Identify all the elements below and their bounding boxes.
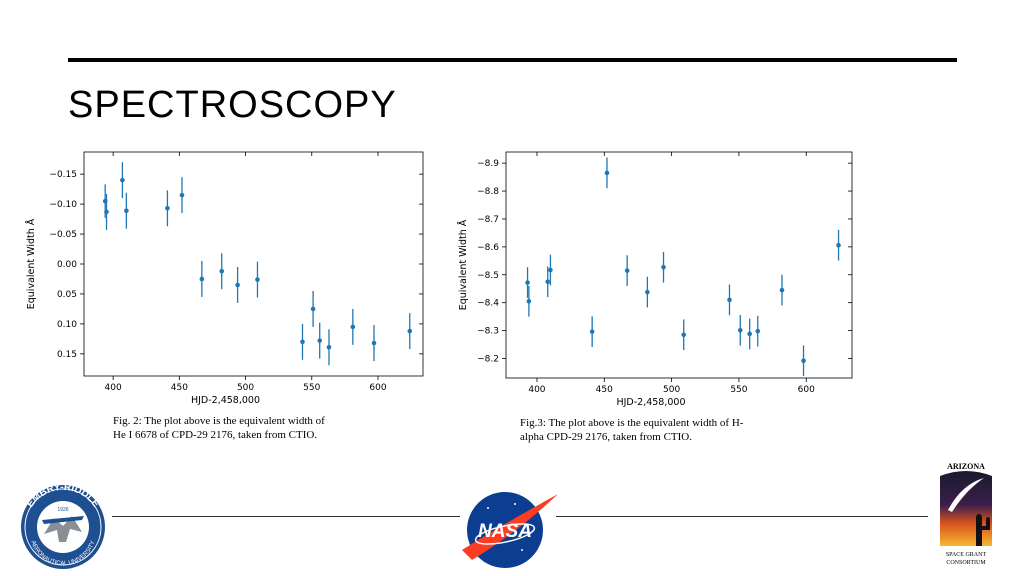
- data-point: [755, 328, 761, 334]
- y-axis-label: Equivalent Width Å: [457, 219, 469, 310]
- y-tick-label: −0.15: [49, 170, 77, 180]
- title-rule: [68, 58, 957, 62]
- data-point: [350, 324, 356, 330]
- y-tick-label: −8.6: [477, 243, 499, 253]
- data-point: [120, 177, 125, 183]
- x-tick-label: 550: [730, 385, 747, 395]
- data-point: [727, 297, 732, 303]
- data-point: [525, 280, 530, 285]
- y-tick-label: −8.8: [477, 187, 499, 197]
- slide-title: SPECTROSCOPY: [68, 84, 397, 126]
- arizona-top-text: ARIZONA: [947, 462, 985, 471]
- data-point: [300, 339, 305, 345]
- data-point: [235, 282, 240, 288]
- y-tick-label: −8.7: [477, 215, 499, 225]
- x-axis-label: HJD-2,458,000: [191, 395, 260, 406]
- y-tick-label: −8.4: [477, 299, 499, 309]
- x-tick-label: 450: [171, 383, 188, 393]
- data-point: [371, 340, 377, 346]
- x-tick-label: 600: [798, 385, 815, 395]
- x-tick-label: 450: [596, 385, 613, 395]
- x-tick-label: 550: [303, 383, 320, 393]
- y-tick-label: −8.5: [477, 271, 499, 281]
- data-point: [801, 358, 806, 364]
- data-point: [661, 264, 666, 270]
- data-point: [165, 205, 170, 211]
- data-point: [219, 268, 225, 274]
- h-alpha-equivalent-width-chart: 400 450 500 550 600 −8.9 −8.8 −8.7 −8.6 −8.5 −8.4 −…: [457, 151, 853, 408]
- data-point: [179, 192, 185, 198]
- x-tick-label: 400: [528, 385, 545, 395]
- cactus-icon: [976, 514, 990, 546]
- x-tick-label: 400: [105, 383, 122, 393]
- y-tick-label: −8.9: [477, 159, 499, 169]
- plot-frame: [505, 151, 853, 379]
- data-point: [199, 276, 205, 282]
- y-tick-label: −0.05: [49, 230, 77, 240]
- embry-riddle-logo: EMBRY-RIDDLE AERONAUTICAL UNIVERSITY 192…: [21, 482, 105, 569]
- figure-2-caption: Fig. 2: The plot above is the equivalent…: [113, 415, 325, 441]
- he-i-equivalent-width-chart: 400 450 500 550 600 −0.15 −0.10 −0.05 0.00 0.05 0.…: [25, 151, 424, 406]
- data-point: [624, 268, 630, 273]
- nasa-wordmark: NASA: [478, 521, 532, 542]
- y-tick-label: 0.10: [57, 320, 77, 330]
- arizona-space-grant-logo: ARIZONA SPACE GRANT CONSORTIUM: [940, 462, 992, 566]
- y-tick-label: 0.05: [57, 290, 77, 300]
- data-point: [548, 267, 553, 273]
- data-point: [747, 331, 752, 337]
- y-axis-label: Equivalent Width Å: [25, 218, 37, 309]
- data-point: [737, 327, 743, 333]
- data-point: [589, 329, 595, 334]
- data-point: [779, 287, 785, 293]
- data-point: [255, 277, 260, 282]
- y-tick-label: 0.15: [57, 350, 77, 360]
- data-point: [326, 344, 332, 350]
- figure-3-caption: Fig.3: The plot above is the equivalent …: [520, 417, 744, 443]
- footer-rule-left: [112, 516, 460, 517]
- x-tick-label: 500: [663, 385, 680, 395]
- data-point: [545, 279, 551, 285]
- data-point: [124, 208, 129, 213]
- data-point: [645, 289, 650, 295]
- arizona-bottom-line-2: CONSORTIUM: [946, 560, 986, 566]
- data-point: [104, 209, 109, 215]
- data-point: [310, 306, 316, 312]
- x-tick-label: 600: [369, 383, 386, 393]
- x-tick-label: 500: [237, 383, 254, 393]
- data-point: [836, 242, 841, 248]
- data-point: [681, 332, 687, 338]
- x-axis-label: HJD-2,458,000: [616, 397, 685, 408]
- footer-rule-right: [556, 516, 928, 517]
- comet-icon: [948, 478, 984, 512]
- arizona-bottom-line-1: SPACE GRANT: [946, 552, 987, 558]
- data-point: [317, 338, 323, 343]
- data-point: [526, 298, 532, 304]
- nasa-logo: NASA: [462, 492, 558, 568]
- y-tick-label: −8.2: [477, 354, 499, 364]
- data-point: [407, 328, 413, 334]
- y-tick-label: −8.3: [477, 327, 499, 337]
- embry-riddle-year: 1926: [57, 507, 68, 513]
- y-tick-label: 0.00: [57, 260, 77, 270]
- y-tick-label: −0.10: [49, 200, 77, 210]
- data-point: [604, 170, 610, 176]
